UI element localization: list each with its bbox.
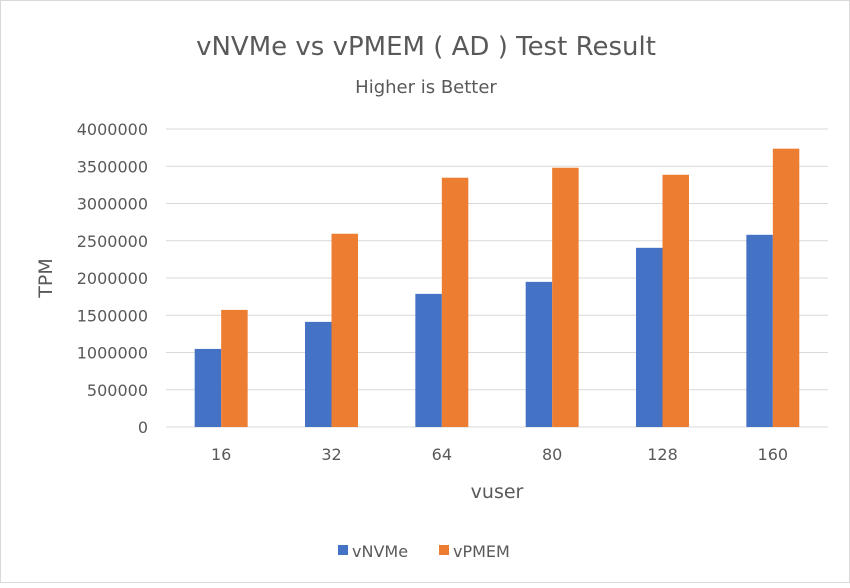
bar-vnvme-128	[636, 247, 663, 427]
bar-vpmem-160	[772, 148, 800, 427]
bar-vnvme-32	[305, 321, 332, 427]
bar-vpmem-16	[221, 309, 248, 427]
legend-label: vPMEM	[453, 542, 510, 561]
y-tick-label: 1500000	[77, 306, 148, 325]
y-tick-label: 500000	[87, 381, 148, 400]
y-tick-label: 4000000	[77, 120, 148, 139]
y-tick-label: 1000000	[77, 344, 148, 363]
legend-swatch-vpmem	[439, 545, 449, 555]
x-tick-label: 80	[542, 445, 562, 464]
x-axis-label: vuser	[471, 481, 524, 503]
x-tick-label: 16	[211, 445, 231, 464]
bar-vnvme-16	[194, 348, 222, 427]
bar-vpmem-64	[441, 177, 469, 427]
x-tick-label: 64	[432, 445, 452, 464]
y-tick-label: 2500000	[77, 232, 148, 251]
y-tick-label: 3500000	[77, 157, 148, 176]
chart-title: vNVMe vs vPMEM ( AD ) Test Result	[196, 32, 656, 62]
y-tick-label: 0	[138, 418, 148, 437]
x-tick-label: 160	[758, 445, 789, 464]
y-tick-label: 3000000	[77, 195, 148, 214]
legend: vNVMe vPMEM	[338, 542, 510, 561]
legend-label: vNVMe	[352, 542, 408, 561]
bar-vnvme-80	[525, 281, 553, 427]
x-tick-label: 128	[647, 445, 678, 464]
legend-swatch-vnvme	[338, 545, 348, 555]
chart-subtitle: Higher is Better	[355, 77, 497, 98]
bar-vpmem-128	[662, 174, 689, 427]
y-axis-label: TPM	[35, 258, 57, 298]
bar-vpmem-32	[331, 233, 358, 427]
bar-vnvme-64	[415, 293, 442, 427]
y-tick-label: 2000000	[77, 269, 148, 288]
x-tick-label: 32	[321, 445, 341, 464]
bar-vnvme-160	[746, 234, 773, 427]
bar-vpmem-80	[552, 167, 579, 428]
